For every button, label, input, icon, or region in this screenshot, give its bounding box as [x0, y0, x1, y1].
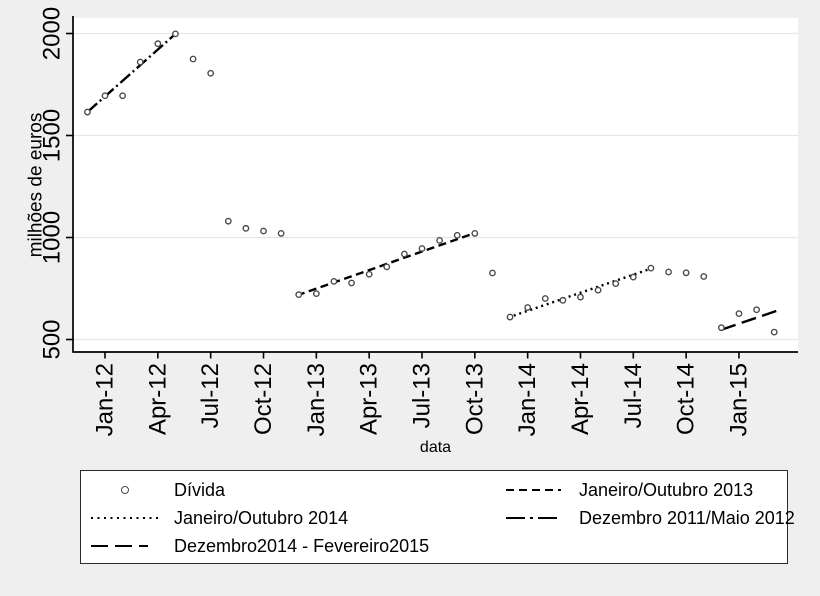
- x-tick-label: Jul-13: [408, 363, 435, 428]
- legend-label: Janeiro/Outubro 2014: [174, 507, 349, 528]
- x-tick-label: Jan-12: [92, 363, 119, 436]
- data-point: [136, 58, 144, 66]
- legend-item-dezembro-2011-maio-2012: Dezembro 2011/Maio 2012: [506, 504, 795, 532]
- data-point: [330, 277, 338, 285]
- data-point: [559, 296, 567, 304]
- scatter-plot: 2000 1500 1000 500 Jan-12 Apr-12 Jul-12 Oct-12 J…: [26, 7, 799, 456]
- longdash-line-icon: [91, 544, 159, 548]
- legend-item-divida: Dívida: [91, 476, 225, 504]
- data-point: [295, 291, 303, 299]
- x-tick-label: Oct-12: [250, 363, 277, 435]
- x-tick-label: Apr-14: [567, 363, 594, 435]
- legend-label: Dezembro 2011/Maio 2012: [579, 507, 795, 528]
- legend-item-dezembro2014-fevereiro2015: Dezembro2014 - Fevereiro2015: [91, 532, 429, 560]
- dotted-line-icon: [91, 516, 159, 520]
- data-point: [612, 280, 620, 288]
- x-tick-label: Jan-15: [725, 363, 752, 436]
- legend: Dívida Janeiro/Outubro 2013 Janeiro/Outu…: [80, 470, 795, 564]
- data-point: [735, 310, 743, 317]
- data-point: [453, 231, 461, 239]
- y-tick-label: 1500: [39, 109, 66, 162]
- data-point: [594, 286, 602, 294]
- data-point: [383, 263, 391, 271]
- data-point: [348, 279, 355, 287]
- x-tick-label: Oct-13: [461, 363, 488, 435]
- data-point: [154, 40, 162, 48]
- data-point: [119, 92, 127, 100]
- data-point: [524, 304, 532, 311]
- y-tick-label: 2000: [39, 7, 66, 60]
- data-point: [400, 250, 408, 258]
- x-tick-label: Jul-14: [620, 363, 647, 428]
- data-point: [770, 328, 778, 336]
- data-point: [700, 273, 708, 280]
- data-point: [277, 230, 285, 237]
- x-tick-label: Jan-13: [303, 363, 330, 436]
- legend-label: Dívida: [174, 479, 226, 500]
- x-tick-label: Jul-12: [197, 363, 224, 428]
- data-point: [260, 227, 267, 235]
- data-point: [189, 55, 197, 63]
- data-point: [471, 230, 479, 237]
- data-point: [541, 295, 549, 302]
- data-point: [489, 269, 496, 277]
- data-point: [577, 293, 584, 301]
- x-tick-label: Apr-13: [356, 363, 383, 435]
- data-point: [629, 273, 637, 281]
- x-tick-label: Oct-14: [673, 363, 700, 435]
- x-tick-label: Apr-12: [144, 363, 171, 435]
- data-point: [436, 236, 443, 244]
- data-point: [506, 313, 514, 321]
- data-point: [665, 268, 672, 276]
- data-point: [753, 306, 760, 314]
- legend-label: Janeiro/Outubro 2013: [579, 479, 754, 500]
- trend-line: [720, 308, 780, 331]
- x-tick-label: Jan-14: [514, 363, 541, 436]
- data-point: [242, 224, 250, 232]
- data-point: [207, 69, 215, 77]
- data-point: [84, 108, 91, 116]
- data-point: [172, 30, 179, 38]
- legend-label: Dezembro2014 - Fevereiro2015: [174, 535, 430, 556]
- dashdot-line-icon: [506, 516, 561, 520]
- legend-item-janeiro-outubro-2013: Janeiro/Outubro 2013: [506, 476, 753, 504]
- legend-item-janeiro-outubro-2014: Janeiro/Outubro 2014: [91, 504, 348, 532]
- data-point: [101, 92, 109, 100]
- data-point: [418, 245, 426, 252]
- circle-marker-icon: [91, 486, 159, 494]
- x-axis-title: data: [420, 439, 451, 456]
- dashed-line-icon: [506, 488, 561, 492]
- data-point: [312, 290, 320, 297]
- data-point: [224, 217, 232, 225]
- y-tick-label: 1000: [39, 211, 66, 264]
- data-point: [647, 264, 655, 272]
- y-axis-title: milhões de euros: [26, 113, 47, 258]
- data-point: [682, 269, 690, 277]
- data-point: [717, 324, 725, 332]
- y-tick-label: 500: [39, 319, 66, 359]
- plot-area: [73, 18, 799, 352]
- data-point: [365, 270, 373, 278]
- trend-line: [86, 33, 177, 113]
